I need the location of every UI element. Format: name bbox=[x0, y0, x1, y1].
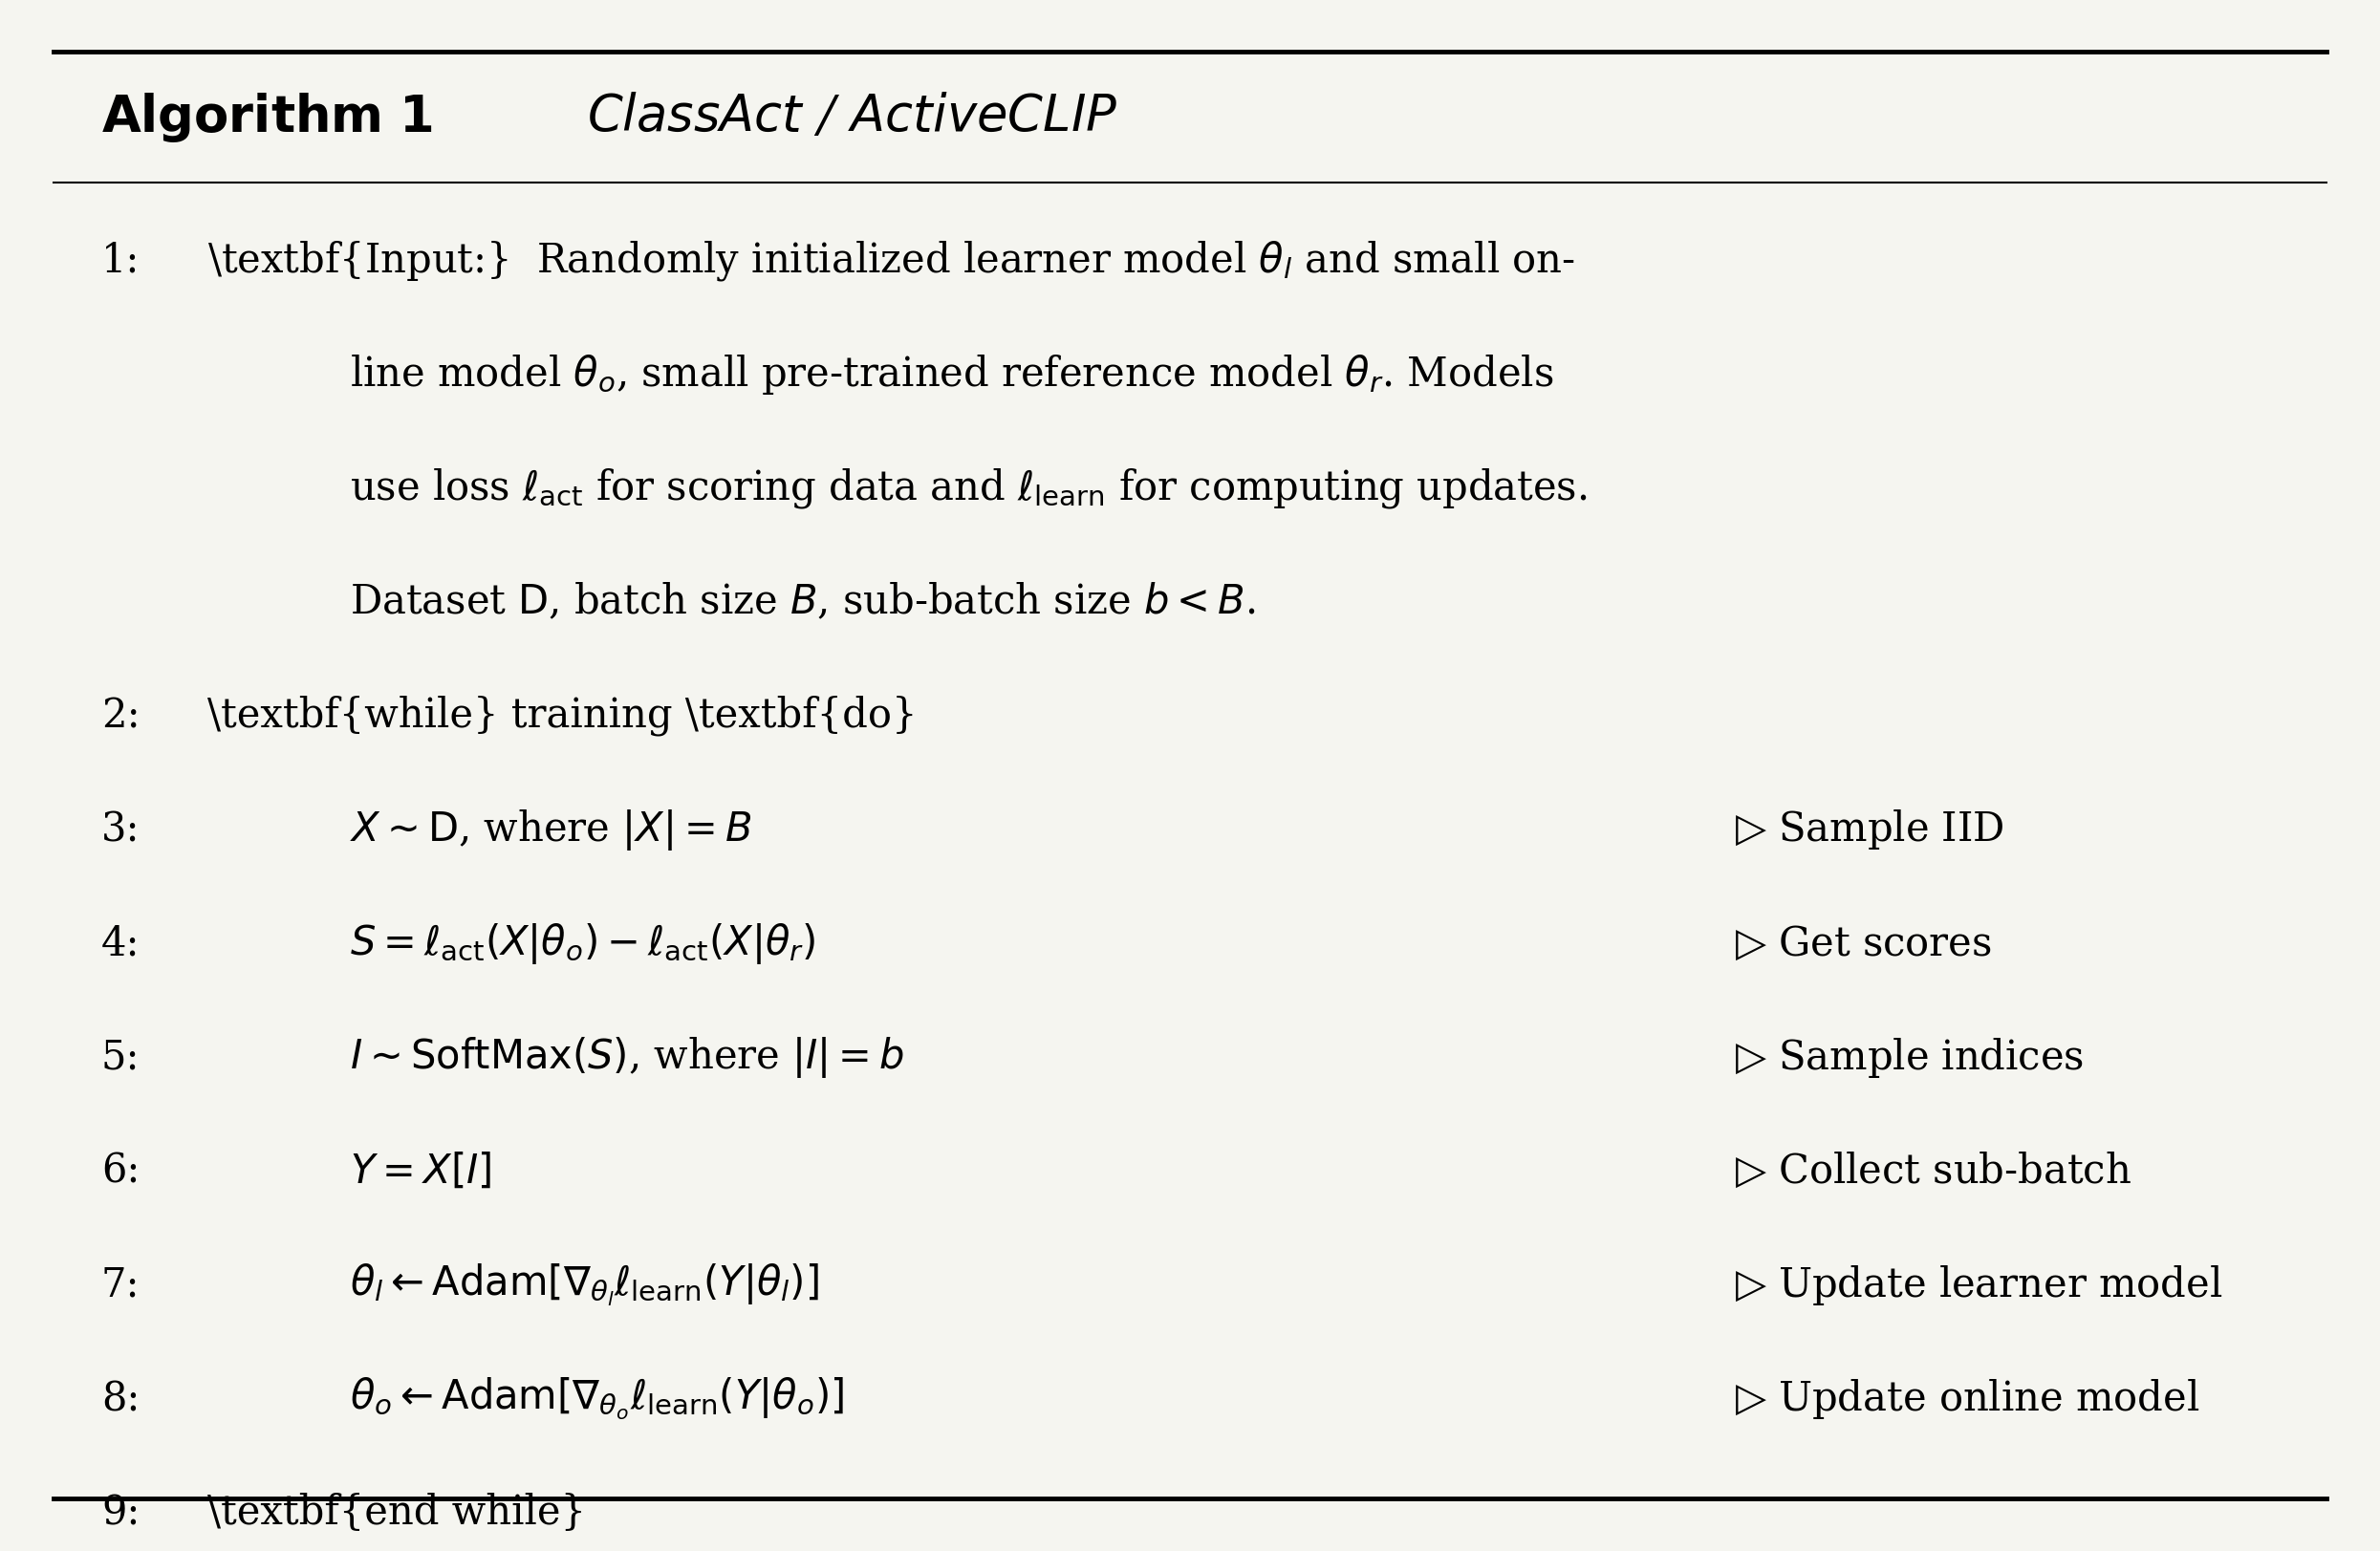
Text: 7:: 7: bbox=[102, 1264, 140, 1304]
Text: $I \sim \mathrm{SoftMax}(S)$, where $|I| = b$: $I \sim \mathrm{SoftMax}(S)$, where $|I|… bbox=[350, 1035, 904, 1079]
Text: $\it{ClassAct}$ / $\it{ActiveCLIP}$: $\it{ClassAct}$ / $\it{ActiveCLIP}$ bbox=[585, 93, 1116, 141]
Text: 3:: 3: bbox=[102, 810, 140, 850]
Text: $\theta_o \leftarrow \mathrm{Adam}[\nabla_{\theta_o} \ell_{\mathrm{learn}}(Y|\th: $\theta_o \leftarrow \mathrm{Adam}[\nabl… bbox=[350, 1376, 845, 1421]
Text: $\theta_l \leftarrow \mathrm{Adam}[\nabla_{\theta_l} \ell_{\mathrm{learn}}(Y|\th: $\theta_l \leftarrow \mathrm{Adam}[\nabl… bbox=[350, 1261, 819, 1307]
Text: $\triangleright$ Sample indices: $\triangleright$ Sample indices bbox=[1735, 1035, 2082, 1079]
Text: 6:: 6: bbox=[102, 1151, 140, 1191]
Text: $\mathbf{Algorithm\ 1}$: $\mathbf{Algorithm\ 1}$ bbox=[102, 90, 433, 144]
Text: 4:: 4: bbox=[102, 923, 140, 963]
Text: $\triangleright$ Update online model: $\triangleright$ Update online model bbox=[1735, 1376, 2199, 1421]
Text: 8:: 8: bbox=[102, 1379, 140, 1418]
Text: $\triangleright$ Get scores: $\triangleright$ Get scores bbox=[1735, 923, 1992, 963]
Text: \textbf{Input:}  Randomly initialized learner model $\theta_l$ and small on-: \textbf{Input:} Randomly initialized lea… bbox=[207, 239, 1576, 282]
Text: 2:: 2: bbox=[102, 695, 140, 735]
Text: 9:: 9: bbox=[102, 1492, 140, 1532]
Text: 5:: 5: bbox=[102, 1038, 140, 1076]
Text: $S = \ell_{\mathrm{act}}(X|\theta_o) - \ell_{\mathrm{act}}(X|\theta_r)$: $S = \ell_{\mathrm{act}}(X|\theta_o) - \… bbox=[350, 921, 816, 966]
Text: $\triangleright$ Update learner model: $\triangleright$ Update learner model bbox=[1735, 1263, 2223, 1306]
Text: Dataset $\mathcal{D}$, batch size $B$, sub-batch size $b < B$.: Dataset $\mathcal{D}$, batch size $B$, s… bbox=[350, 582, 1254, 622]
Text: use loss $\ell_{\mathrm{act}}$ for scoring data and $\ell_{\mathrm{learn}}$ for : use loss $\ell_{\mathrm{act}}$ for scori… bbox=[350, 465, 1587, 510]
Text: 1:: 1: bbox=[102, 240, 140, 281]
Text: \textbf{while} training \textbf{do}: \textbf{while} training \textbf{do} bbox=[207, 695, 919, 735]
Text: \textbf{end while}: \textbf{end while} bbox=[207, 1492, 585, 1532]
Text: $X \sim \mathcal{D}$, where $|X| = B$: $X \sim \mathcal{D}$, where $|X| = B$ bbox=[350, 807, 752, 851]
Text: $Y = X[I]$: $Y = X[I]$ bbox=[350, 1151, 490, 1191]
Text: $\triangleright$ Collect sub-batch: $\triangleright$ Collect sub-batch bbox=[1735, 1151, 2130, 1191]
Text: line model $\theta_o$, small pre-trained reference model $\theta_r$. Models: line model $\theta_o$, small pre-trained… bbox=[350, 352, 1554, 396]
Text: $\triangleright$ Sample IID: $\triangleright$ Sample IID bbox=[1735, 808, 2004, 851]
